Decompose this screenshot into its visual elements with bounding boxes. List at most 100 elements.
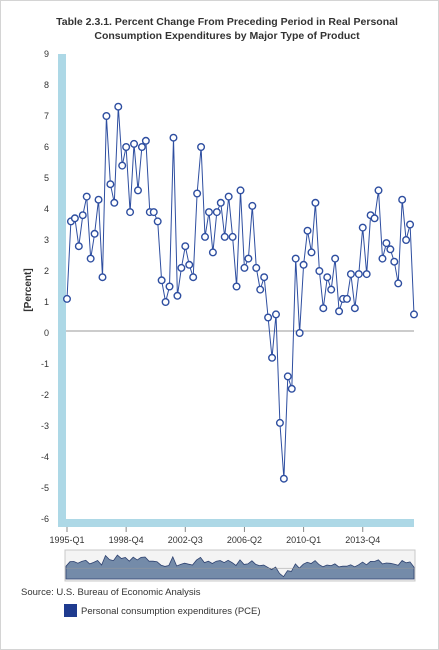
data-point [90,229,99,238]
x-tick-label: 2013-Q4 [345,535,380,545]
y-tick-label: 5 [44,173,49,183]
data-point [197,142,206,151]
data-point [350,304,359,313]
data-point [406,220,415,229]
x-tick-label: 1998-Q4 [109,535,144,545]
data-point [137,142,146,151]
series-group [63,102,419,483]
data-point [331,254,340,263]
y-tick-label: -2 [41,390,49,400]
data-point [370,214,379,223]
data-point [86,254,95,263]
data-point [354,270,363,279]
data-point [94,195,103,204]
data-point [268,353,277,362]
y-tick-label: 4 [44,204,49,214]
data-point [110,198,119,207]
data-point [212,208,221,217]
data-point [161,298,170,307]
y-tick-label: 3 [44,235,49,245]
data-point [165,282,174,291]
chart-title-line1: Table 2.3.1. Percent Change From Precedi… [56,16,398,28]
data-point [126,208,135,217]
y-tick-label: -5 [41,483,49,493]
data-point [70,214,79,223]
data-point [319,304,328,313]
data-point [275,418,284,427]
x-tick-label: 2006-Q2 [227,535,262,545]
data-point [98,273,107,282]
data-point [193,189,202,198]
data-point [374,186,383,195]
data-point [216,198,225,207]
data-point [133,186,142,195]
data-point [323,273,332,282]
data-point [118,161,127,170]
data-point [114,102,123,111]
chart-title-line2: Consumption Expenditures by Major Type o… [94,30,360,42]
data-point [122,142,131,151]
data-point [346,270,355,279]
data-point [228,232,237,241]
y-axis-band [58,54,66,527]
data-point [169,133,178,142]
data-point [390,257,399,266]
data-point [185,260,194,269]
data-point [252,263,261,272]
data-point [315,267,324,276]
y-tick-label: 9 [44,49,49,59]
data-point [291,254,300,263]
data-point [204,208,213,217]
data-point [224,192,233,201]
legend-swatch [64,604,77,617]
data-point [157,276,166,285]
x-tick-label: 2010-Q1 [286,535,321,545]
y-tick-label: 8 [44,80,49,90]
data-point [394,279,403,288]
data-point [303,226,312,235]
data-point [256,285,265,294]
data-point [220,232,229,241]
y-tick-label: 1 [44,297,49,307]
data-point [386,245,395,254]
data-point [362,270,371,279]
y-tick-label: 2 [44,266,49,276]
data-point [287,384,296,393]
y-tick-label: -1 [41,359,49,369]
x-axis-band [58,519,414,527]
x-tick-label: 1995-Q1 [49,535,84,545]
data-point [208,248,217,257]
y-tick-label: -4 [41,452,49,462]
data-point [402,235,411,244]
data-point [149,208,158,217]
y-axis-label: [Percent] [23,268,34,311]
y-tick-label: 7 [44,111,49,121]
data-point [173,291,182,300]
x-tick-label: 2002-Q3 [168,535,203,545]
data-point [244,254,253,263]
data-point [311,198,320,207]
data-point [327,285,336,294]
data-point [279,474,288,483]
data-point [271,310,280,319]
data-point [82,192,91,201]
data-point [78,211,87,220]
y-tick-label: -3 [41,421,49,431]
data-point [236,186,245,195]
data-point [106,180,115,189]
data-point [283,372,292,381]
navigator[interactable] [64,549,416,582]
data-point [335,307,344,316]
data-point [130,139,139,148]
data-point [102,111,111,120]
data-point [299,260,308,269]
data-point [260,273,269,282]
data-point [398,195,407,204]
data-point [74,242,83,251]
source-text: Source: U.S. Bureau of Economic Analysis [21,587,201,598]
data-point [63,294,72,303]
data-point [153,217,162,226]
y-tick-label: 6 [44,142,49,152]
